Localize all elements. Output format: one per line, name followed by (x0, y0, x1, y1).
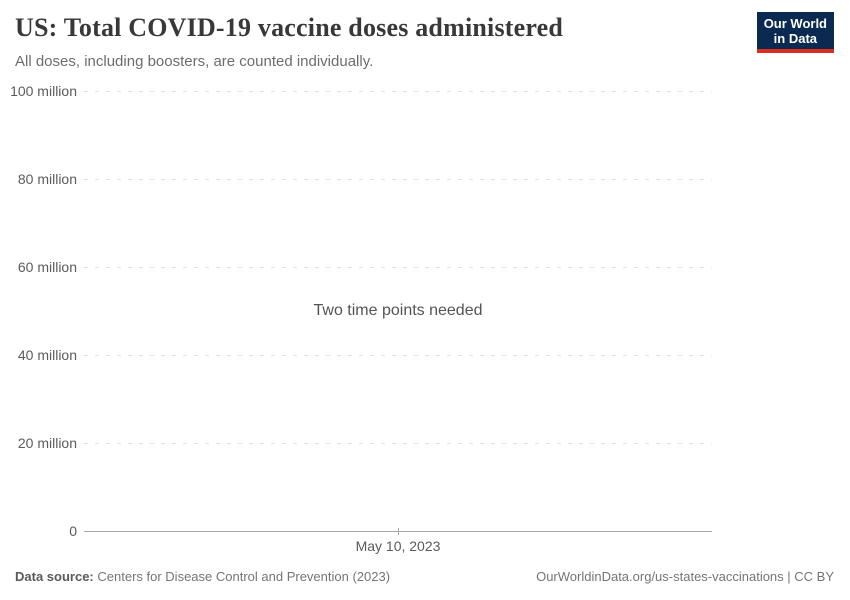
y-axis-tick-label: 0 (69, 523, 77, 539)
data-source-link[interactable]: Centers for Disease Control and Preventi… (97, 569, 391, 584)
x-axis-tick-mark (398, 528, 399, 535)
data-source: Data source: Centers for Disease Control… (15, 569, 390, 584)
gridline-60m (84, 267, 712, 268)
y-axis-tick-label: 20 million (17, 435, 77, 451)
y-axis-tick-label: 80 million (17, 171, 77, 187)
x-axis-tick-label: May 10, 2023 (355, 538, 441, 554)
gridline-40m (84, 355, 712, 356)
attribution-link[interactable]: OurWorldinData.org/us-states-vaccination… (536, 569, 834, 584)
page-title: US: Total COVID-19 vaccine doses adminis… (15, 13, 564, 42)
owid-logo-line1: Our World (763, 16, 827, 31)
data-source-label: Data source: (15, 569, 94, 584)
gridline-20m (84, 443, 712, 444)
owid-logo[interactable]: Our World in Data (756, 12, 834, 53)
y-axis-tick-label: 40 million (17, 347, 77, 363)
chart-subtitle: All doses, including boosters, are count… (15, 53, 374, 70)
gridline-100m (84, 91, 712, 92)
y-axis-tick-label: 100 million (10, 83, 77, 99)
owid-logo-line2: in Data (773, 31, 818, 46)
gridline-80m (84, 179, 712, 180)
y-axis-tick-label: 60 million (17, 259, 77, 275)
chart-footer: Data source: Centers for Disease Control… (15, 569, 834, 584)
no-data-message: Two time points needed (313, 302, 483, 319)
